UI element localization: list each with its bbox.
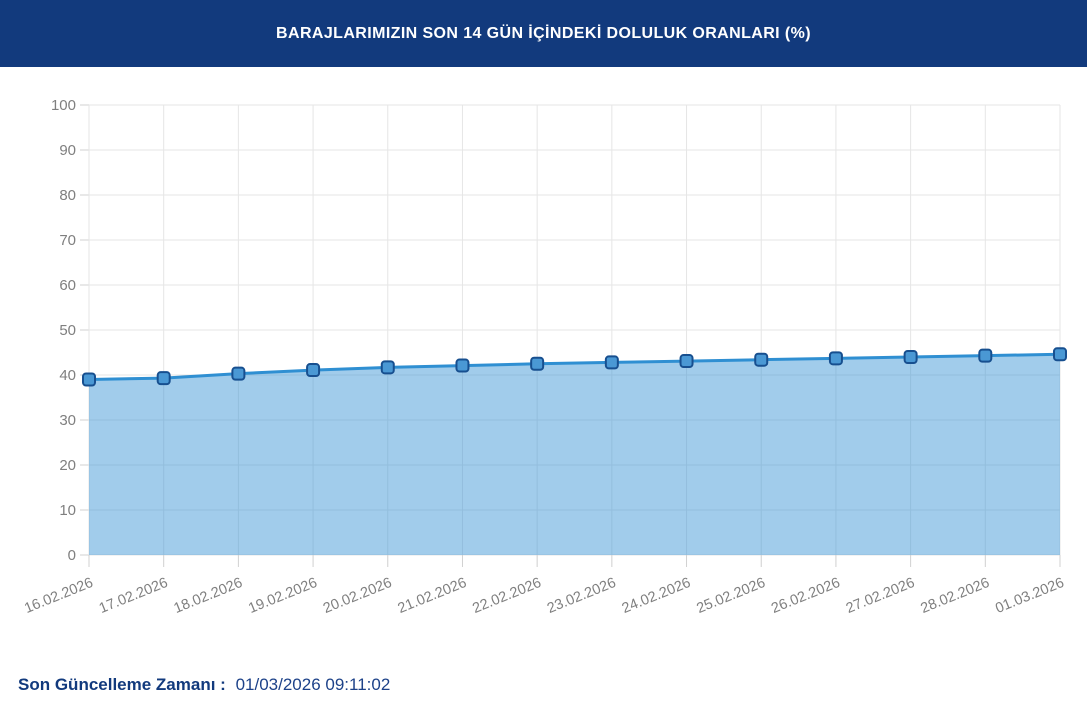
data-point-marker[interactable] [679, 354, 694, 369]
x-axis-label: 27.02.2026 [844, 575, 917, 617]
x-axis-label: 20.02.2026 [321, 575, 394, 617]
y-axis-label: 40 [59, 367, 76, 384]
y-axis-label: 70 [59, 232, 76, 249]
data-point-marker[interactable] [903, 350, 918, 364]
last-update-value: 01/03/2026 09:11:02 [235, 675, 391, 694]
header-bar: BARAJLARIMIZIN SON 14 GÜN İÇİNDEKİ DOLUL… [0, 0, 1087, 67]
x-axis-label: 26.02.2026 [769, 575, 842, 617]
y-axis-label: 30 [59, 412, 76, 429]
data-point-marker[interactable] [156, 371, 171, 386]
data-point-marker[interactable] [455, 358, 470, 373]
y-axis-label: 100 [51, 97, 76, 114]
x-axis-label: 22.02.2026 [470, 575, 543, 617]
y-axis-label: 50 [59, 322, 76, 339]
x-axis-label: 28.02.2026 [919, 575, 992, 617]
x-axis-label: 25.02.2026 [694, 575, 767, 617]
x-axis-label: 23.02.2026 [545, 575, 618, 617]
series-line [87, 352, 1062, 381]
data-point-marker[interactable] [380, 360, 395, 375]
x-axis-label: 21.02.2026 [396, 575, 469, 617]
data-point-marker[interactable] [306, 363, 321, 378]
y-axis-label: 10 [59, 502, 76, 519]
y-axis-label: 90 [59, 142, 76, 159]
y-axis-label: 20 [59, 457, 76, 474]
data-point-marker[interactable] [604, 355, 619, 370]
last-update-line: Son Güncelleme Zamanı : 01/03/2026 09:11… [18, 675, 390, 695]
area-fill [89, 354, 1060, 555]
page-title: BARAJLARIMIZIN SON 14 GÜN İÇİNDEKİ DOLUL… [276, 24, 811, 42]
x-axis-label: 17.02.2026 [97, 575, 170, 617]
x-axis-label: 01.03.2026 [993, 575, 1066, 617]
x-axis-label: 18.02.2026 [172, 575, 245, 617]
data-point-marker[interactable] [231, 366, 246, 381]
data-point-marker[interactable] [754, 352, 769, 367]
y-axis-label: 80 [59, 187, 76, 204]
y-axis-label: 60 [59, 277, 76, 294]
x-axis-label: 16.02.2026 [22, 575, 95, 617]
data-point-marker[interactable] [82, 372, 96, 387]
data-point-marker[interactable] [978, 348, 993, 363]
data-point-marker[interactable] [1053, 347, 1067, 362]
data-point-marker[interactable] [530, 356, 545, 371]
y-axis-label: 0 [68, 547, 76, 564]
last-update-label: Son Güncelleme Zamanı : [18, 675, 226, 694]
x-axis-label: 24.02.2026 [620, 575, 693, 617]
data-point-marker[interactable] [828, 351, 843, 366]
x-axis-label: 19.02.2026 [246, 575, 319, 617]
